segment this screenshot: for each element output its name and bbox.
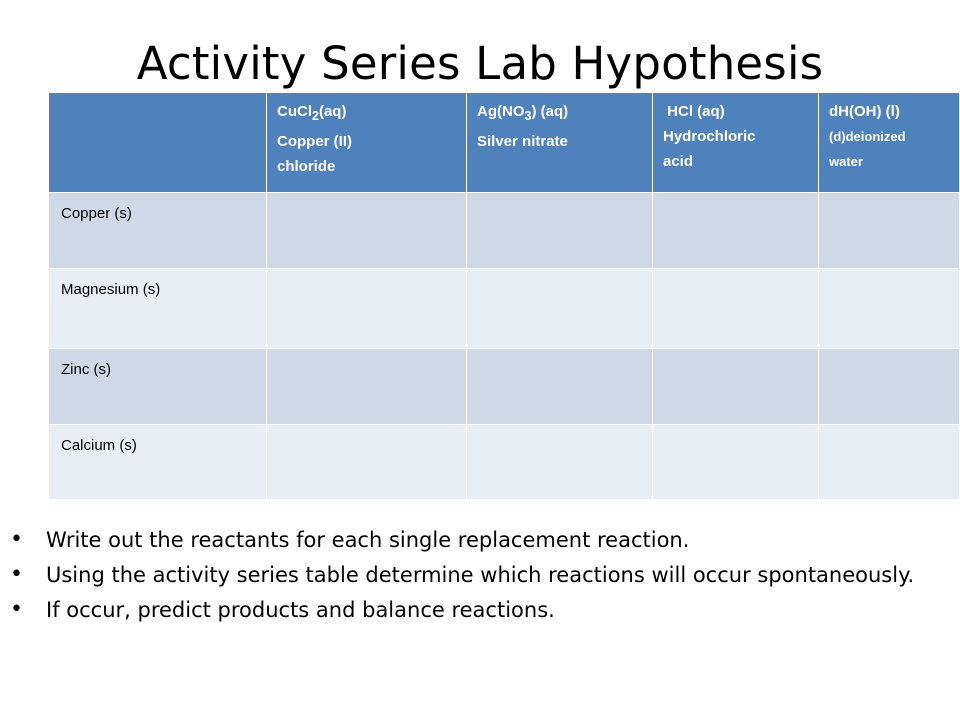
table-cell [652, 348, 819, 425]
header-corner-cell [48, 92, 267, 193]
row-label-magnesium: Magnesium (s) [48, 268, 267, 349]
table-row: Calcium (s) [48, 424, 960, 500]
table-cell [818, 348, 960, 425]
table-row: Zinc (s) [48, 348, 960, 425]
header-water: dH(OH) (l) (d)deionized water [818, 92, 960, 193]
table-cell [266, 424, 467, 500]
header-cucl2: CuCl2(aq) Copper (II) chloride [266, 92, 467, 193]
table-cell [466, 268, 653, 349]
header-hcl: HCl (aq) Hydrochloric acid [652, 92, 819, 193]
table-row: Copper (s) [48, 192, 960, 269]
header-agno3: Ag(NO3) (aq) Silver nitrate [466, 92, 653, 193]
list-item: Write out the reactants for each single … [10, 528, 946, 552]
table-cell [466, 348, 653, 425]
table-cell [818, 424, 960, 500]
slide-title: Activity Series Lab Hypothesis [136, 37, 824, 90]
table-cell [652, 268, 819, 349]
row-label-copper: Copper (s) [48, 192, 267, 269]
table-header-row: CuCl2(aq) Copper (II) chloride Ag(NO3) (… [48, 92, 960, 193]
list-item: If occur, predict products and balance r… [10, 598, 946, 622]
table-cell [466, 192, 653, 269]
table-cell [818, 268, 960, 349]
row-label-zinc: Zinc (s) [48, 348, 267, 425]
table-cell [266, 192, 467, 269]
table-row: Magnesium (s) [48, 268, 960, 349]
list-item: Using the activity series table determin… [10, 563, 946, 587]
table-cell [652, 424, 819, 500]
table-cell [266, 268, 467, 349]
table-cell [266, 348, 467, 425]
row-label-calcium: Calcium (s) [48, 424, 267, 500]
table-cell [466, 424, 653, 500]
instruction-list: Write out the reactants for each single … [10, 528, 946, 633]
table-cell [818, 192, 960, 269]
table-cell [652, 192, 819, 269]
hypothesis-table: CuCl2(aq) Copper (II) chloride Ag(NO3) (… [48, 92, 960, 500]
